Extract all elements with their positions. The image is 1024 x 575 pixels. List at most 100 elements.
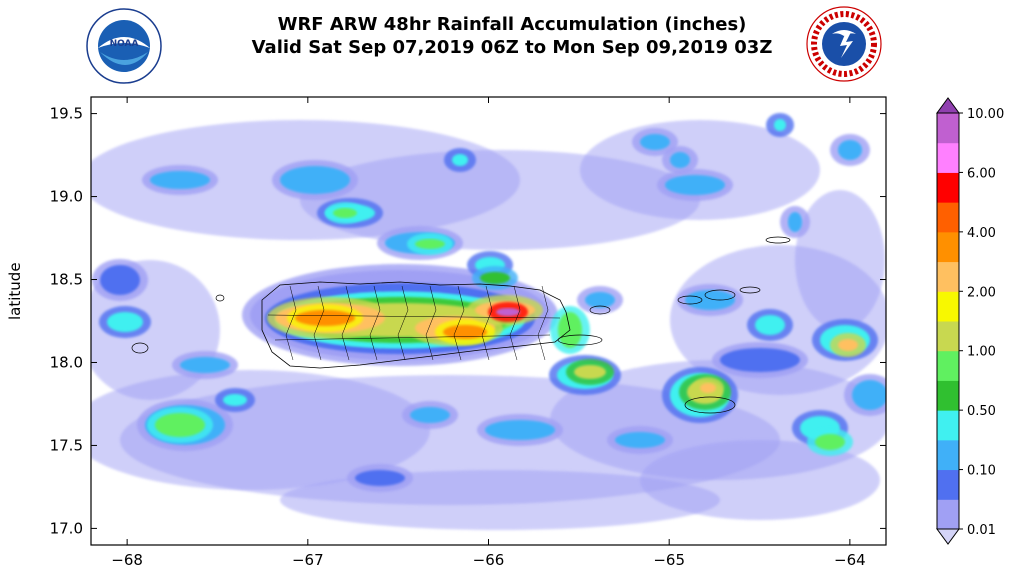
precip-contour xyxy=(788,212,802,232)
colorbar-swatch xyxy=(937,321,959,352)
island-coastline xyxy=(215,294,225,302)
precip-contour xyxy=(700,383,716,393)
municipal-boundary xyxy=(341,285,353,361)
y-tick-label: 18.5 xyxy=(50,271,83,289)
precip-contour xyxy=(755,315,785,335)
colorbar-swatch xyxy=(937,261,959,292)
nws-logo xyxy=(806,6,882,82)
island-coastline xyxy=(557,334,603,346)
colorbar-tick-label: 0.50 xyxy=(967,404,996,419)
x-tick-label: −67 xyxy=(292,551,324,569)
island-coastline xyxy=(739,286,761,294)
precip-contour xyxy=(155,413,205,437)
precip-contour xyxy=(615,432,665,448)
precip-contour xyxy=(670,152,690,168)
municipal-boundary xyxy=(313,285,325,361)
colorbar-tick-label: 0.01 xyxy=(967,523,996,538)
precip-haze xyxy=(640,440,880,520)
island-coastline xyxy=(589,305,611,315)
precip-contour xyxy=(720,348,800,372)
municipal-boundary xyxy=(267,314,561,341)
colorbar: 0.01 0.10 0.50 1.00 2.00 4.00 6.00 10.00 xyxy=(936,97,1004,545)
colorbar-swatch xyxy=(937,172,959,203)
precip-contour xyxy=(774,119,786,131)
colorbar-swatch xyxy=(937,291,959,322)
precip-contour xyxy=(100,265,140,295)
precip-field xyxy=(91,113,886,530)
colorbar-extend-high xyxy=(936,97,960,114)
colorbar-swatch xyxy=(937,113,959,144)
precip-contour xyxy=(585,292,615,308)
precip-contour xyxy=(107,312,143,332)
municipal-boundary xyxy=(453,285,465,361)
colorbar-swatch xyxy=(937,142,959,173)
precip-contour xyxy=(685,290,735,310)
municipal-boundary xyxy=(285,285,297,361)
precip-contour xyxy=(485,420,555,440)
municipal-boundary xyxy=(537,285,549,361)
precip-contour xyxy=(480,272,510,284)
map-title-line2: Valid Sat Sep 07,2019 06Z to Mon Sep 09,… xyxy=(251,37,773,58)
precip-contour xyxy=(496,308,520,316)
colorbar-frame xyxy=(936,112,960,530)
precip-contour xyxy=(665,175,725,195)
precip-contour xyxy=(150,171,210,189)
colorbar-swatch xyxy=(937,231,959,263)
precip-contour xyxy=(640,134,670,150)
municipal-boundary xyxy=(369,285,381,361)
island-coastline xyxy=(704,289,736,301)
colorbar-tick-label: 2.00 xyxy=(967,285,996,300)
coastlines xyxy=(131,236,791,414)
precip-contour xyxy=(452,154,468,166)
map-title-line1: WRF ARW 48hr Rainfall Accumulation (inch… xyxy=(277,14,747,35)
precip-contour xyxy=(410,407,450,423)
colorbar-swatch xyxy=(937,439,959,471)
colorbar-tick-label: 10.00 xyxy=(967,107,1004,122)
colorbar-swatch xyxy=(937,499,959,530)
island-coastline xyxy=(765,236,791,244)
x-tick-label: −66 xyxy=(473,551,505,569)
precip-contour xyxy=(838,140,862,160)
colorbar-tick-label: 0.10 xyxy=(967,464,996,479)
y-axis-label: latitude xyxy=(6,262,24,320)
municipal-boundary xyxy=(481,285,493,361)
precip-haze xyxy=(795,190,885,330)
noaa-logo-text: NOAA xyxy=(110,39,139,49)
island-coastline xyxy=(677,295,703,305)
puerto-rico-coastline xyxy=(261,281,571,369)
x-tick-label: −64 xyxy=(834,551,866,569)
y-tick-label: 17.5 xyxy=(50,436,83,454)
colorbar-tick-label: 4.00 xyxy=(967,226,996,241)
precip-contour xyxy=(574,365,606,379)
island-coastline xyxy=(131,342,149,354)
precip-contour xyxy=(180,357,230,373)
x-tick-label: −68 xyxy=(111,551,143,569)
colorbar-swatch xyxy=(937,380,959,411)
precip-contour xyxy=(223,394,247,406)
municipal-boundary xyxy=(397,285,409,361)
precip-contour xyxy=(838,339,858,351)
y-tick-label: 17.0 xyxy=(50,519,83,537)
municipal-boundary xyxy=(425,285,437,361)
precip-contour xyxy=(415,239,445,249)
precip-contour xyxy=(355,470,405,486)
x-axis: −68 −67 −66 −65 −64 xyxy=(111,97,866,569)
colorbar-extend-low xyxy=(936,528,960,545)
y-tick-label: 19.5 xyxy=(50,105,83,123)
noaa-logo: NOAA xyxy=(86,8,162,84)
colorbar-swatch xyxy=(937,350,959,381)
y-axis: 17.0 17.5 18.0 18.5 19.0 19.5 xyxy=(50,105,886,537)
precip-contour xyxy=(852,380,886,410)
island-coastline xyxy=(684,396,736,414)
colorbar-swatch xyxy=(937,202,959,233)
precip-contour xyxy=(815,434,845,450)
y-tick-label: 18.0 xyxy=(50,353,83,371)
colorbar-tick-label: 6.00 xyxy=(967,166,996,181)
colorbar-swatch xyxy=(937,469,959,500)
colorbar-swatch xyxy=(937,410,959,441)
precip-contour xyxy=(295,310,355,326)
municipal-boundary xyxy=(509,285,521,361)
precip-contour xyxy=(333,208,357,218)
y-tick-label: 19.0 xyxy=(50,188,83,206)
